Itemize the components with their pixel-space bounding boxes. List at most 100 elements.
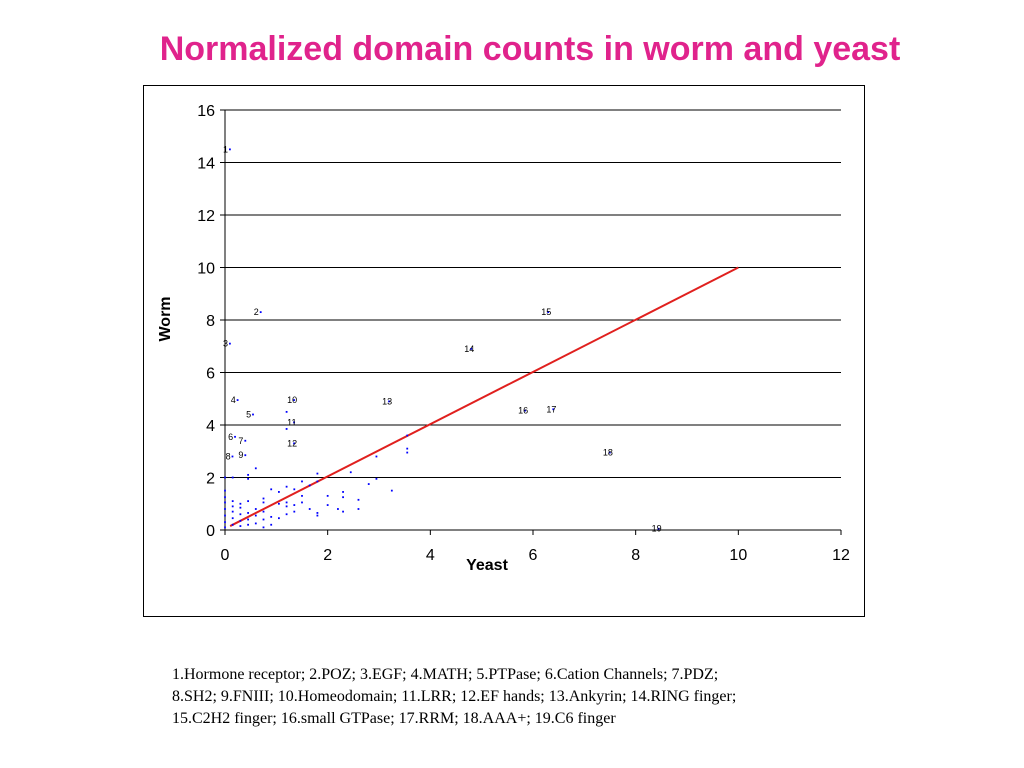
data-point xyxy=(388,400,390,403)
point-label: 14 xyxy=(464,344,474,354)
data-point xyxy=(357,498,360,501)
data-point xyxy=(375,455,378,458)
data-point xyxy=(262,497,265,500)
point-label: 9 xyxy=(238,450,243,460)
data-point xyxy=(301,480,303,483)
y-axis-label: Worm xyxy=(157,296,174,341)
data-point xyxy=(239,519,242,522)
data-point xyxy=(278,491,280,493)
y-tick-label: 4 xyxy=(206,418,215,435)
data-point xyxy=(270,523,273,526)
data-point xyxy=(236,399,239,401)
data-point xyxy=(357,508,360,510)
data-point xyxy=(229,342,231,345)
data-point xyxy=(247,518,249,521)
data-point xyxy=(262,526,265,529)
data-point xyxy=(231,505,234,508)
data-point xyxy=(229,148,231,151)
data-point xyxy=(308,508,311,510)
data-point xyxy=(547,311,550,314)
x-tick-label: 0 xyxy=(221,547,230,564)
point-label: 17 xyxy=(546,404,556,414)
data-points xyxy=(224,148,660,530)
point-label: 6 xyxy=(228,432,233,442)
data-point xyxy=(224,476,226,479)
data-point xyxy=(301,494,303,497)
y-tick-label: 12 xyxy=(197,208,215,225)
data-point xyxy=(316,514,319,517)
data-point xyxy=(390,489,393,492)
data-point xyxy=(406,447,409,450)
data-point xyxy=(234,435,236,438)
data-point xyxy=(278,517,280,520)
axes xyxy=(220,109,842,535)
y-tick-label: 2 xyxy=(206,471,215,488)
data-point xyxy=(293,488,296,491)
chart-frame: 0 2 4 6 8 10 12 14 16 0 2 4 6 8 10 12 1 2 3 4 5 6 7 8 9 10 11 12 13… xyxy=(143,85,865,617)
data-point xyxy=(316,480,319,483)
point-label: 5 xyxy=(246,410,251,420)
data-point xyxy=(349,471,352,474)
data-point xyxy=(247,473,249,476)
data-point xyxy=(231,476,234,479)
legend-line: 8.SH2; 9.FNIII; 10.Homeodomain; 11.LRR; … xyxy=(172,688,737,705)
y-tick-label: 6 xyxy=(206,366,215,383)
data-point xyxy=(285,428,288,430)
legend-line: 15.C2H2 finger; 16.small GTPase; 17.RRM;… xyxy=(172,710,616,727)
data-point xyxy=(552,408,555,411)
data-point xyxy=(224,501,226,504)
data-point xyxy=(326,494,329,497)
data-point xyxy=(285,485,288,488)
gridlines xyxy=(225,109,841,478)
point-label: 4 xyxy=(231,395,236,405)
data-point xyxy=(247,512,249,514)
y-tick-label: 0 xyxy=(206,523,215,540)
point-label: 2 xyxy=(254,307,259,317)
data-point xyxy=(337,508,339,510)
data-point xyxy=(316,472,319,475)
data-point xyxy=(316,512,319,514)
data-point xyxy=(270,488,273,491)
data-point xyxy=(293,421,295,424)
point-label: 11 xyxy=(287,417,296,427)
data-point xyxy=(231,517,234,520)
data-point xyxy=(326,504,329,506)
data-point xyxy=(252,413,254,416)
y-tick-label: 16 xyxy=(197,103,215,120)
data-point xyxy=(470,347,473,350)
data-point xyxy=(293,399,295,401)
data-point xyxy=(254,522,257,525)
data-point xyxy=(254,467,257,470)
point-label: 19 xyxy=(652,524,662,534)
data-point xyxy=(224,521,226,524)
data-point xyxy=(285,501,288,504)
x-tick-label: 2 xyxy=(323,547,332,564)
data-point xyxy=(224,508,226,510)
point-label: 16 xyxy=(518,406,528,416)
data-point xyxy=(285,410,288,413)
data-point xyxy=(375,477,378,480)
data-point xyxy=(224,489,226,492)
data-point xyxy=(224,496,226,499)
y-tick-label: 14 xyxy=(197,156,215,173)
trend-line xyxy=(229,266,739,527)
trend-line-group xyxy=(229,266,739,527)
data-point xyxy=(293,442,295,445)
data-point xyxy=(262,518,265,521)
legend-line: 1.Hormone receptor; 2.POZ; 3.EGF; 4.MATH… xyxy=(172,666,719,683)
data-point xyxy=(239,506,242,509)
domain-legend: 1.Hormone receptor; 2.POZ; 3.EGF; 4.MATH… xyxy=(172,664,912,730)
data-point xyxy=(262,501,265,504)
point-label: 7 xyxy=(238,436,243,446)
data-point xyxy=(262,510,265,513)
point-label: 15 xyxy=(541,307,551,317)
data-point xyxy=(657,527,660,530)
data-point xyxy=(524,409,526,412)
x-axis-label: Yeast xyxy=(466,557,508,574)
data-point xyxy=(342,491,344,493)
point-label: 12 xyxy=(287,438,297,448)
y-tick-label: 8 xyxy=(206,313,215,330)
point-label: 13 xyxy=(382,396,392,406)
